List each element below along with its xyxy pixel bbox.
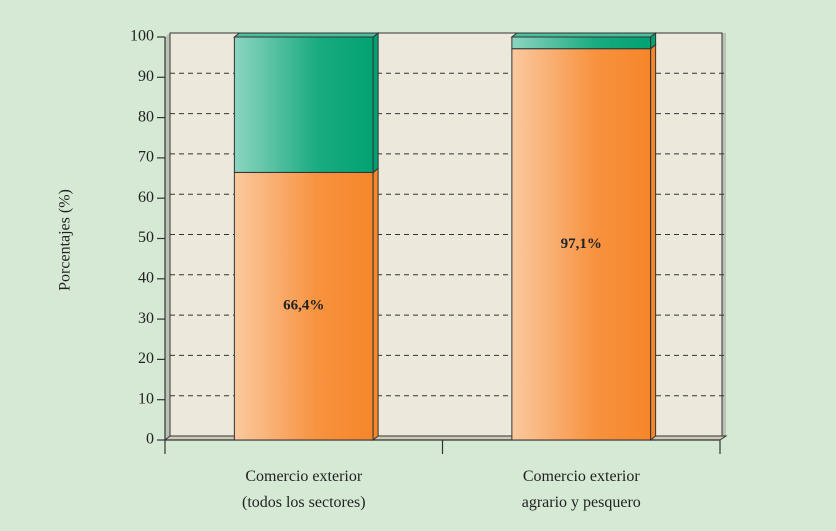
y-tick-label: 50 [138,229,154,246]
x-tick-label: Comercio exterior agrario y pesquero [522,468,641,511]
y-tick-label: 90 [138,68,154,85]
bar-side [372,31,379,174]
y-tick-label: 40 [138,269,154,286]
y-axis-label: Porcentajes (%) [57,189,74,291]
y-tick-label: 30 [138,310,154,327]
bar-top [510,32,658,38]
y-tick-label: 10 [138,390,154,407]
x-tick-label: Comercio exterior (todos los sectores) [242,468,366,511]
bar-side [650,43,657,442]
y-tick-label: 80 [138,108,154,125]
y-tick-label: 0 [146,431,154,448]
y-tick-label: 60 [138,189,154,206]
bar-side [372,167,379,442]
bar-segment [233,171,374,441]
value-label: 66,4% [283,298,324,314]
y-tick-label: 100 [130,28,154,45]
bar-segment [511,36,652,50]
y-tick-label: 70 [138,149,154,166]
bar-segment [233,36,374,173]
y-tick-label: 20 [138,350,154,367]
bar-top [232,32,380,38]
value-label: 97,1% [561,236,602,252]
